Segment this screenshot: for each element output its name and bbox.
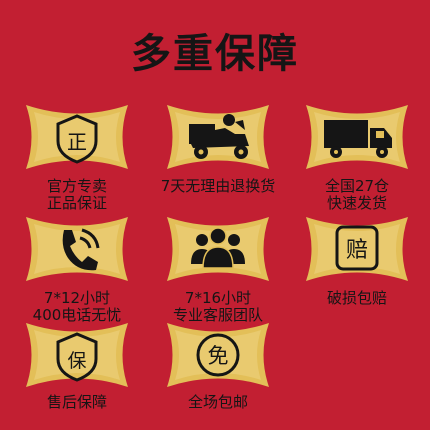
guarantee-label: 售后保障: [46, 393, 107, 411]
team-icon: [163, 212, 273, 286]
guarantee-label: 7*16小时 专业客服团队: [172, 289, 263, 324]
guarantee-label: 全场包邮: [187, 393, 248, 411]
pei-glyph: 赔: [346, 238, 368, 263]
zheng-shield-icon: 正: [22, 100, 132, 174]
gold-plaque: [22, 212, 132, 286]
mian-glyph: 免: [208, 344, 229, 368]
phone-icon: [22, 212, 132, 286]
guarantee-label: 破损包赔: [326, 289, 387, 307]
bao-glyph: 保: [67, 350, 86, 372]
truck-icon: [302, 100, 412, 174]
delivery-scooter-icon: [163, 100, 273, 174]
guarantee-label: 7天无理由退换货: [160, 177, 276, 195]
guarantee-label: 7*12小时 400电话无忧: [32, 289, 122, 324]
gold-plaque: [163, 318, 273, 392]
gold-plaque: [22, 318, 132, 392]
guarantee-label: 官方专卖 正品保证: [46, 177, 107, 212]
pei-badge-icon: 赔: [302, 212, 412, 286]
guarantee-label: 全国27仓 快速发货: [324, 177, 390, 212]
page-title: 多重保障: [131, 31, 299, 77]
mian-circle-icon: 免: [163, 318, 273, 392]
bao-shield-icon: 保: [22, 318, 132, 392]
zheng-glyph: 正: [67, 130, 87, 154]
gold-plaque: [22, 100, 132, 174]
